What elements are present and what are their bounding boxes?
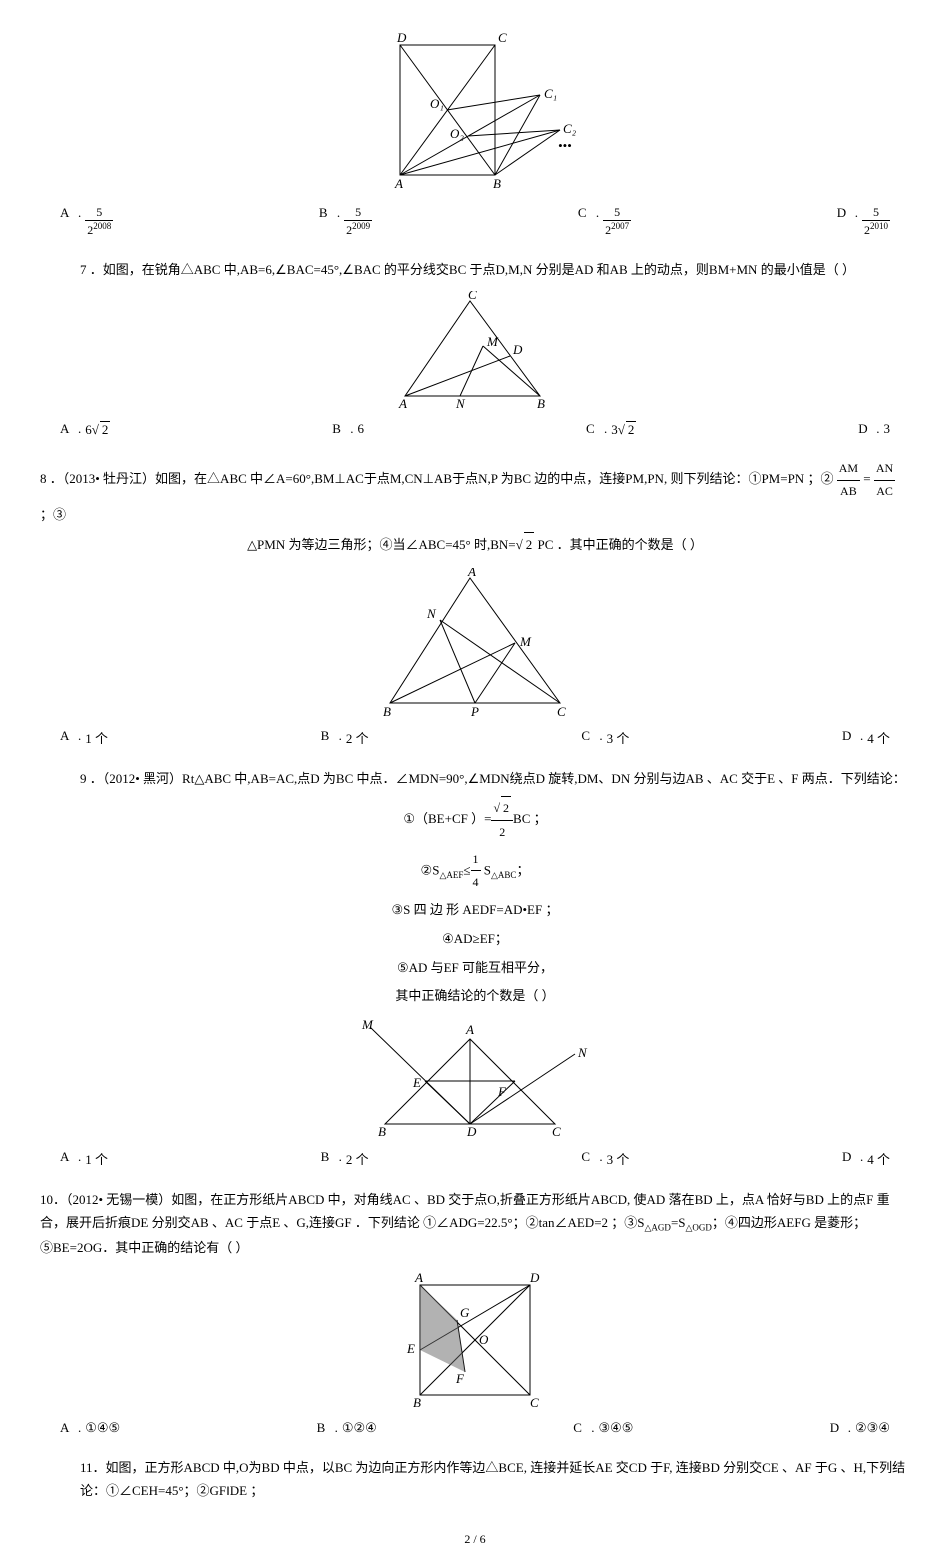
svg-text:M: M — [361, 1019, 374, 1032]
q8-option-c: C.3 个 — [581, 728, 629, 747]
svg-text:F: F — [497, 1084, 507, 1099]
q9-option-d: D.4 个 — [842, 1149, 890, 1168]
svg-text:M: M — [486, 334, 499, 349]
q9-option-c: C.3 个 — [581, 1149, 629, 1168]
lbl-C1: C₁ — [544, 86, 557, 101]
svg-text:B: B — [537, 396, 545, 411]
q9-line4: ④AD≥EF； — [40, 927, 910, 952]
svg-text:A: A — [465, 1022, 474, 1037]
q10-option-c: C.③④⑤ — [573, 1420, 633, 1436]
q10-diagram: A D G E O F B C — [40, 1270, 910, 1410]
q8-option-b: B.2 个 — [321, 728, 369, 747]
q9-line5: ⑤AD 与EF 可能互相平分， — [40, 956, 910, 981]
svg-text:D: D — [512, 342, 523, 357]
q7-options: A.6√2 B.6 C.3√2 D.3 — [40, 421, 910, 438]
q9-line2: ②S△AEF≤14 S△ABC； — [40, 848, 910, 895]
page-number: 2 / 6 — [40, 1532, 910, 1547]
svg-text:N: N — [577, 1045, 588, 1060]
q6-diagram: D C O₁ C₁ O₂ C₂ ••• A B — [40, 30, 910, 195]
svg-text:B: B — [383, 704, 391, 718]
lbl-dots: ••• — [558, 138, 572, 153]
svg-text:C: C — [552, 1124, 561, 1139]
svg-text:M: M — [519, 634, 532, 649]
q7-option-d: D.3 — [858, 421, 890, 438]
svg-text:F: F — [455, 1371, 465, 1386]
q8-option-d: D.4 个 — [842, 728, 890, 747]
lbl-A: A — [394, 176, 403, 191]
q11-text: 11．如图，正方形ABCD 中,O为BD 中点，以BC 为边向正方形内作等边△B… — [40, 1456, 910, 1503]
q8-options: A.1 个 B.2 个 C.3 个 D.4 个 — [40, 728, 910, 747]
q10-option-a: A.①④⑤ — [60, 1420, 120, 1436]
lbl-O1: O₁ — [430, 96, 444, 111]
q9-line1: ①（BE+CF ）=√22BC ； — [40, 796, 910, 844]
q8-text: 8 ．（2013• 牡丹江）如图，在△ABC 中∠A=60°,BM⊥AC于点M,… — [40, 458, 910, 526]
q7-option-b: B.6 — [332, 421, 364, 438]
svg-text:E: E — [412, 1075, 421, 1090]
q9-option-b: B.2 个 — [321, 1149, 369, 1168]
q8-option-a: A.1 个 — [60, 728, 108, 747]
q6-option-c: C. 522007 — [578, 205, 631, 238]
q6-option-a: A . 522008 — [60, 205, 113, 238]
svg-text:N: N — [426, 606, 437, 621]
q10-text: 10．（2012• 无锡一模）如图，在正方形纸片ABCD 中，对角线AC 、BD… — [40, 1188, 910, 1260]
svg-text:D: D — [466, 1124, 477, 1139]
svg-text:O: O — [479, 1332, 489, 1347]
svg-text:D: D — [529, 1270, 540, 1285]
svg-text:C: C — [557, 704, 566, 718]
svg-text:E: E — [406, 1341, 415, 1356]
q6-option-d: D. 522010 — [837, 205, 890, 238]
lbl-C2: C₂ — [563, 121, 577, 136]
q9-text: 9 ．（2012• 黑河）Rt△ABC 中,AB=AC,点D 为BC 中点．∠M… — [40, 767, 910, 790]
svg-text:A: A — [414, 1270, 423, 1285]
q7-option-a: A.6√2 — [60, 421, 110, 438]
svg-text:C: C — [468, 291, 477, 302]
q7-text: 7 ．如图，在锐角△ABC 中,AB=6,∠BAC=45°,∠BAC 的平分线交… — [40, 258, 910, 281]
q7-diagram: C M D A N B — [40, 291, 910, 411]
q9-options: A.1 个 B.2 个 C.3 个 D.4 个 — [40, 1149, 910, 1168]
q10-option-d: D.②③④ — [830, 1420, 890, 1436]
q9-diagram: M A N E F B D C — [40, 1019, 910, 1139]
q7-option-c: C.3√2 — [586, 421, 636, 438]
lbl-O2: O₂ — [450, 126, 464, 141]
svg-text:A: A — [467, 568, 476, 579]
q10-options: A.①④⑤ B.①②④ C.③④⑤ D.②③④ — [40, 1420, 910, 1436]
q9-line3: ③S 四 边 形 AEDF=AD•EF ； — [40, 898, 910, 923]
lbl-C: C — [498, 30, 507, 45]
svg-text:A: A — [398, 396, 407, 411]
svg-text:G: G — [460, 1305, 470, 1320]
q6-option-b: B. 522009 — [319, 205, 372, 238]
svg-text:B: B — [413, 1395, 421, 1410]
q9-line6: 其中正确结论的个数是（ ） — [40, 984, 910, 1009]
lbl-D: D — [396, 30, 407, 45]
svg-text:B: B — [378, 1124, 386, 1139]
q10-option-b: B.①②④ — [317, 1420, 377, 1436]
q8-diagram: A N M B P C — [40, 568, 910, 718]
q6-options: A . 522008 B. 522009 C. 522007 D. 522010 — [40, 205, 910, 238]
q9-option-a: A.1 个 — [60, 1149, 108, 1168]
svg-text:N: N — [455, 396, 466, 411]
lbl-B: B — [493, 176, 501, 191]
q8-text-line2: △PMN 为等边三角形；④当∠ABC=45° 时,BN=√2 PC ．其中正确的… — [40, 532, 910, 558]
svg-text:P: P — [470, 704, 479, 718]
svg-text:C: C — [530, 1395, 539, 1410]
